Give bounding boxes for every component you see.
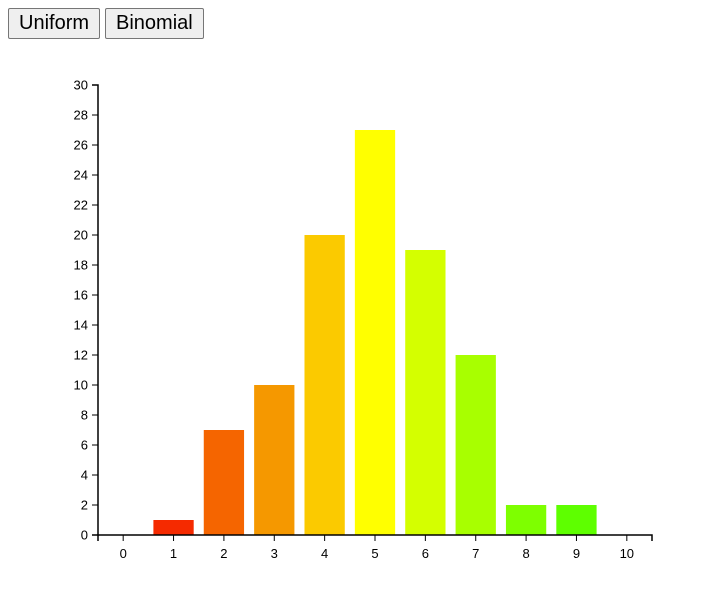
y-tick-label: 2 <box>81 498 88 513</box>
x-tick-label: 10 <box>620 546 634 561</box>
x-tick-label: 7 <box>472 546 479 561</box>
bar-8 <box>505 505 547 535</box>
y-tick-label: 0 <box>81 528 88 543</box>
bar-1 <box>153 520 194 535</box>
bar-3 <box>254 385 295 535</box>
y-tick-label: 18 <box>74 258 88 273</box>
x-tick-label: 5 <box>371 546 378 561</box>
y-tick-label: 8 <box>81 408 88 423</box>
bar-4 <box>304 235 345 535</box>
y-tick-label: 26 <box>74 138 88 153</box>
bar-9 <box>556 505 597 535</box>
x-tick-label: 9 <box>573 546 580 561</box>
y-tick-label: 4 <box>81 468 88 483</box>
bar-5 <box>354 130 396 535</box>
y-tick-label: 30 <box>74 78 88 93</box>
y-tick-label: 22 <box>74 198 88 213</box>
y-tick-label: 28 <box>74 108 88 123</box>
bars-group <box>153 130 597 535</box>
y-axis-line <box>92 84 99 536</box>
bar-6 <box>405 250 446 535</box>
x-tick-label: 2 <box>220 546 227 561</box>
y-tick-label: 20 <box>74 228 88 243</box>
x-tick-label: 4 <box>321 546 328 561</box>
y-tick-label: 16 <box>74 288 88 303</box>
toolbar: Uniform Binomial <box>8 8 204 39</box>
binomial-button[interactable]: Binomial <box>105 8 204 39</box>
x-tick-label: 1 <box>170 546 177 561</box>
y-tick-label: 6 <box>81 438 88 453</box>
bar-7 <box>455 355 496 535</box>
x-tick-label: 8 <box>522 546 529 561</box>
y-tick-label: 10 <box>74 378 88 393</box>
y-tick-label: 24 <box>74 168 88 183</box>
uniform-button[interactable]: Uniform <box>8 8 101 39</box>
y-tick-label: 12 <box>74 348 88 363</box>
x-tick-label: 3 <box>271 546 278 561</box>
x-tick-label: 0 <box>120 546 127 561</box>
y-tick-label: 14 <box>74 318 88 333</box>
bar-2 <box>203 430 245 535</box>
x-axis: 0 1 2 3 4 5 6 7 8 9 10 <box>97 534 653 561</box>
x-tick-label: 6 <box>422 546 429 561</box>
